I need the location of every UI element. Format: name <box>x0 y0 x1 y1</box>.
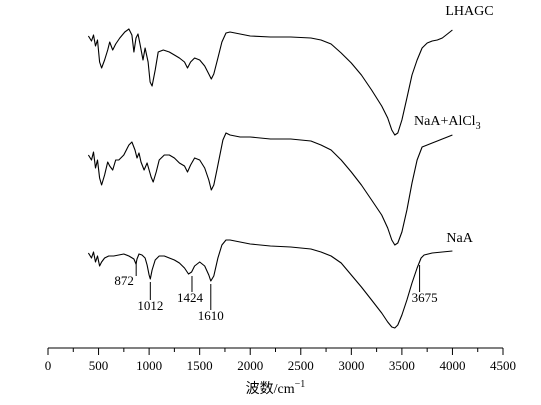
x-tick-label: 3000 <box>338 358 364 373</box>
peak-label: 3675 <box>412 290 438 305</box>
x-tick-label: 1000 <box>136 358 162 373</box>
x-tick-label: 2000 <box>237 358 263 373</box>
x-tick-label: 4500 <box>490 358 516 373</box>
x-tick-label: 4000 <box>439 358 465 373</box>
peak-label: 1610 <box>198 308 224 323</box>
series-label: NaA <box>446 231 473 246</box>
series-line-naa-alcl3 <box>87 132 453 246</box>
x-axis-title-superscript: −1 <box>295 379 306 390</box>
peak-label: 1424 <box>177 290 204 305</box>
series-line-naa <box>87 239 453 329</box>
series-line-lhagc <box>87 28 453 136</box>
x-tick-label: 0 <box>45 358 52 373</box>
series-label: LHAGC <box>445 4 493 19</box>
peak-label: 1012 <box>137 298 163 313</box>
spectrum-series <box>87 28 453 329</box>
x-tick-label: 3500 <box>389 358 415 373</box>
series-label-subscript: 3 <box>476 121 481 132</box>
x-axis: 0 500 1000 1500 2000 2500 3000 3500 4000 4500 波数/… <box>45 347 516 397</box>
peak-label: 872 <box>114 273 134 288</box>
x-axis-ticks: 0 500 1000 1500 2000 2500 3000 3500 4000 4500 <box>45 348 516 373</box>
x-tick-label: 2500 <box>288 358 314 373</box>
x-tick-label: 500 <box>89 358 109 373</box>
series-labels: LHAGC NaA+AlCl3 NaA <box>414 4 494 246</box>
series-label: NaA+AlCl3 <box>414 114 481 132</box>
x-axis-title-text: 波数/cm <box>246 381 295 397</box>
x-tick-label: 1500 <box>187 358 213 373</box>
x-axis-title: 波数/cm−1 <box>246 379 306 397</box>
